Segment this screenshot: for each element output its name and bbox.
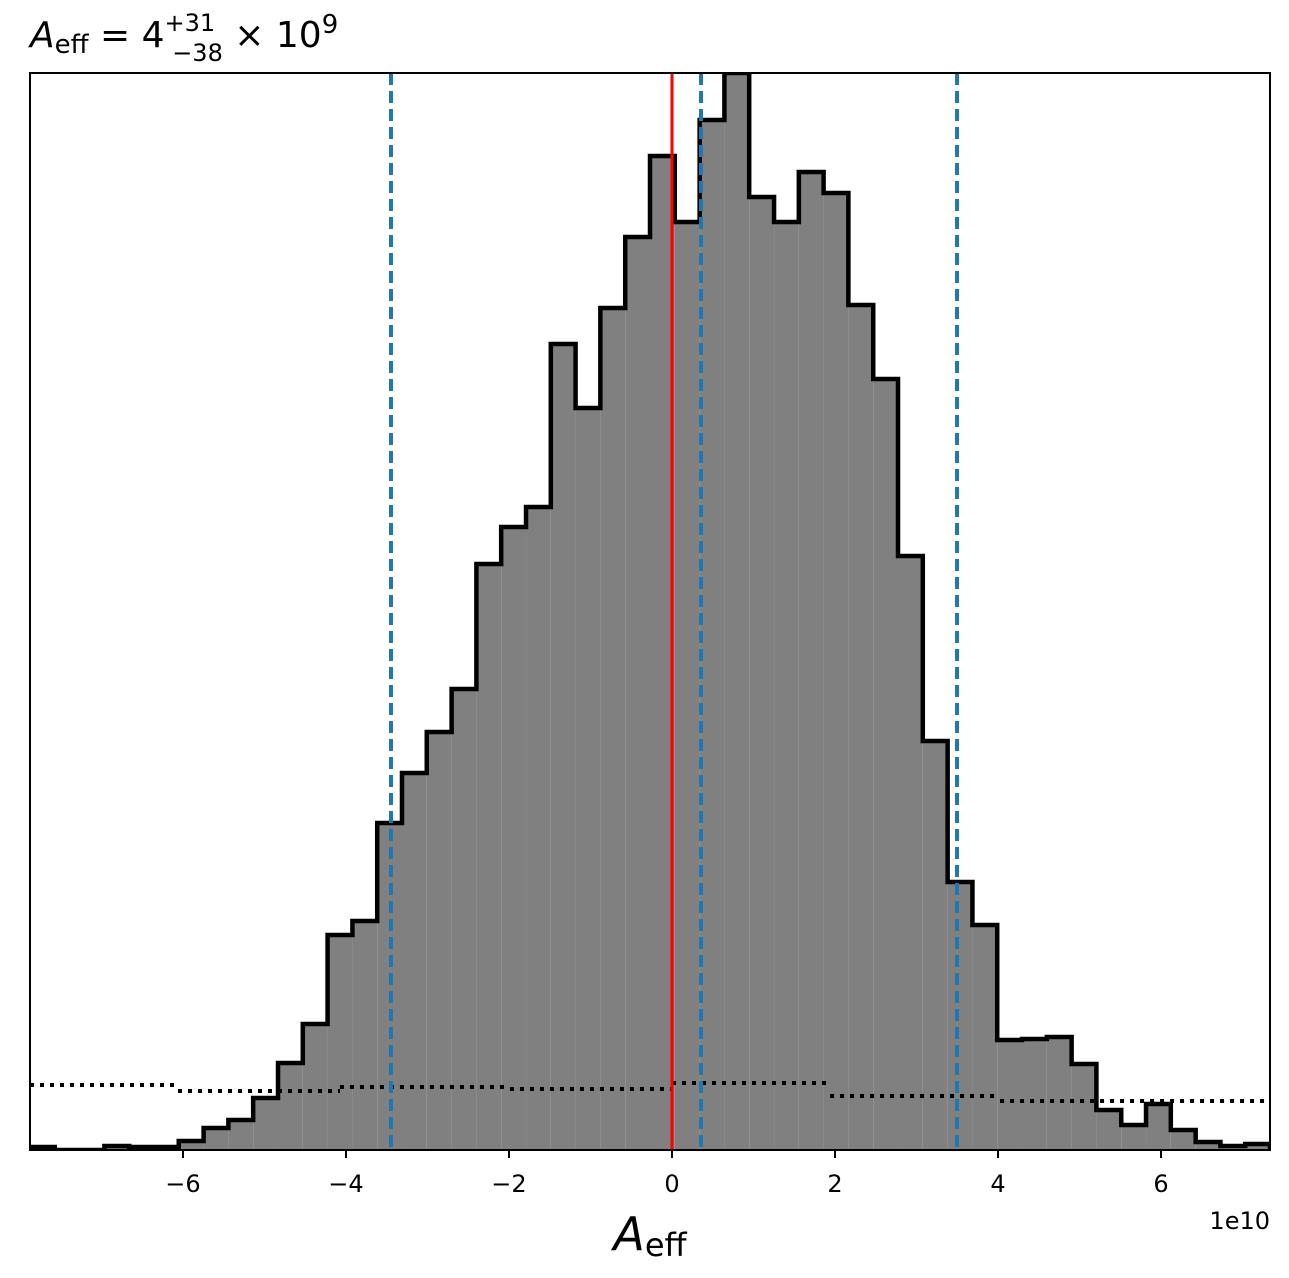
x-tick-label: −6 [165,1170,200,1198]
title-lower: −38 [172,39,223,67]
histogram-bar [898,556,923,1150]
x-tick-label: 2 [827,1170,842,1198]
histogram-bar [1096,1110,1122,1150]
histogram-bar [278,1063,303,1150]
histogram-bar [1245,1144,1270,1150]
histogram-bar [451,689,477,1150]
histogram-bar [972,925,998,1150]
histogram-bar [922,741,948,1150]
histogram-bar [178,1141,204,1150]
histogram-bar [674,222,700,1150]
x-axis-label: Aeff [610,1207,687,1264]
title-times: × 10 [223,15,322,56]
histogram-bar [1170,1130,1196,1150]
histogram-bar [575,408,601,1150]
title-symbol: A [28,15,55,56]
chart-title: Aeff = 4+31 −38 × 109 [28,9,338,67]
histogram-bar [550,344,576,1150]
histogram-bar [1046,1037,1072,1150]
histogram-bar [426,732,452,1150]
x-tick-label: 4 [990,1170,1005,1198]
histogram-bar [724,73,750,1150]
histogram-bar [625,237,650,1150]
histogram-bar [600,308,626,1150]
title-middle: = 4 [89,15,165,56]
xlabel-symbol: A [610,1207,644,1261]
histogram-bar [848,305,874,1150]
histogram-bar [749,197,775,1150]
x-tick-label: 6 [1153,1170,1168,1198]
xlabel-subscript: eff [645,1226,688,1264]
histogram-bar [377,823,402,1150]
title-subscript: eff [55,30,90,60]
title-upper: +31 [165,9,216,37]
histogram-bar [526,507,551,1150]
histogram-bar [476,564,502,1150]
x-offset-label: 1e10 [1209,1207,1270,1235]
axes-frame [29,72,1271,1151]
histogram-bar [253,1098,279,1150]
histogram-bar [1146,1104,1171,1150]
histogram-bar [997,1040,1022,1150]
histogram-bar [798,172,824,1150]
histogram-outline [30,73,1270,1150]
plot-area [30,73,1270,1150]
x-tick-label: 0 [664,1170,679,1198]
histogram-bar [203,1128,229,1150]
histogram-bar [873,379,899,1150]
axes: −6 −4 −2 0 2 4 6 [165,1150,1169,1198]
histogram-bar [823,193,849,1150]
histogram-bar [1195,1142,1221,1150]
histogram-bar [327,935,353,1150]
histogram-bar [1021,1039,1047,1150]
histogram-bar [228,1120,254,1150]
title-exponent: 9 [322,10,339,40]
histogram-bar [1071,1064,1097,1150]
x-tick-label: −4 [328,1170,363,1198]
histogram-bar [699,120,725,1150]
histogram-bar [352,921,378,1150]
histogram-bar [302,1024,328,1150]
histogram-bar [401,773,427,1150]
histogram-bar [1121,1125,1147,1150]
histogram-bar [947,882,973,1150]
histogram-bar [501,527,527,1150]
histogram-bar [774,222,799,1150]
x-tick-label: −2 [491,1170,526,1198]
